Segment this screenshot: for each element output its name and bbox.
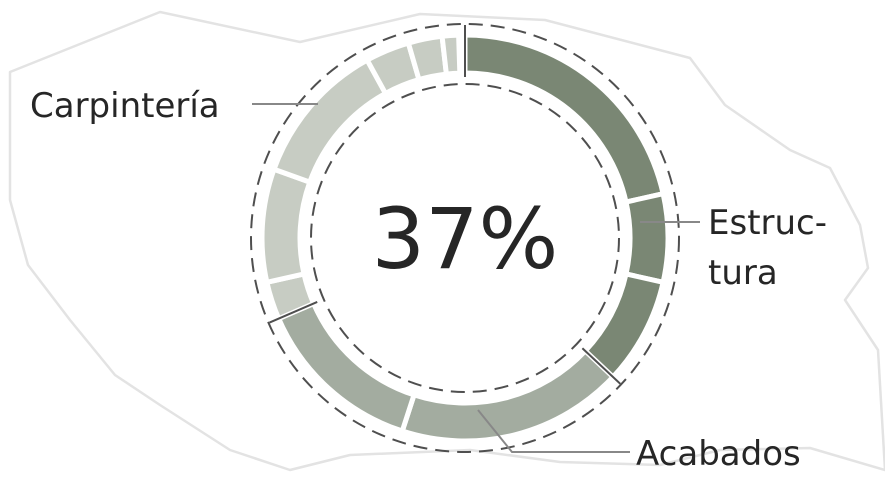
inner-dashed-ring xyxy=(310,83,620,393)
donut-segment-carpintera-2 xyxy=(259,166,313,286)
legend-label-estructura-line-1: Estruc- xyxy=(708,203,827,243)
legend-label-carpinteria: Carpintería xyxy=(30,86,220,126)
donut-segment-estructura-2 xyxy=(623,190,671,286)
outer-dashed-ring xyxy=(250,23,680,453)
legend-label-acabados: Acabados xyxy=(636,434,801,474)
acabados-leader-line xyxy=(477,409,630,453)
donut-segments xyxy=(259,25,671,444)
legend-label-estructura-line-2: tura xyxy=(708,253,778,293)
center-percentage: 37% xyxy=(372,190,559,288)
series-boundary-tick-3 xyxy=(269,301,318,324)
donut-segment-carpintera-6 xyxy=(439,32,463,77)
map-silhouette xyxy=(8,10,885,472)
series-boundary-tick-2 xyxy=(581,347,621,385)
